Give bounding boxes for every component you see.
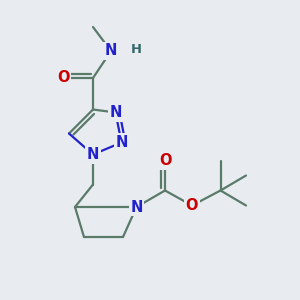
Text: N: N	[87, 147, 99, 162]
Text: N: N	[105, 44, 117, 59]
Text: N: N	[130, 200, 143, 214]
Text: O: O	[57, 70, 69, 86]
Text: H: H	[131, 43, 142, 56]
Text: N: N	[115, 135, 128, 150]
Text: N: N	[109, 105, 122, 120]
Text: O: O	[186, 198, 198, 213]
Text: O: O	[159, 153, 171, 168]
